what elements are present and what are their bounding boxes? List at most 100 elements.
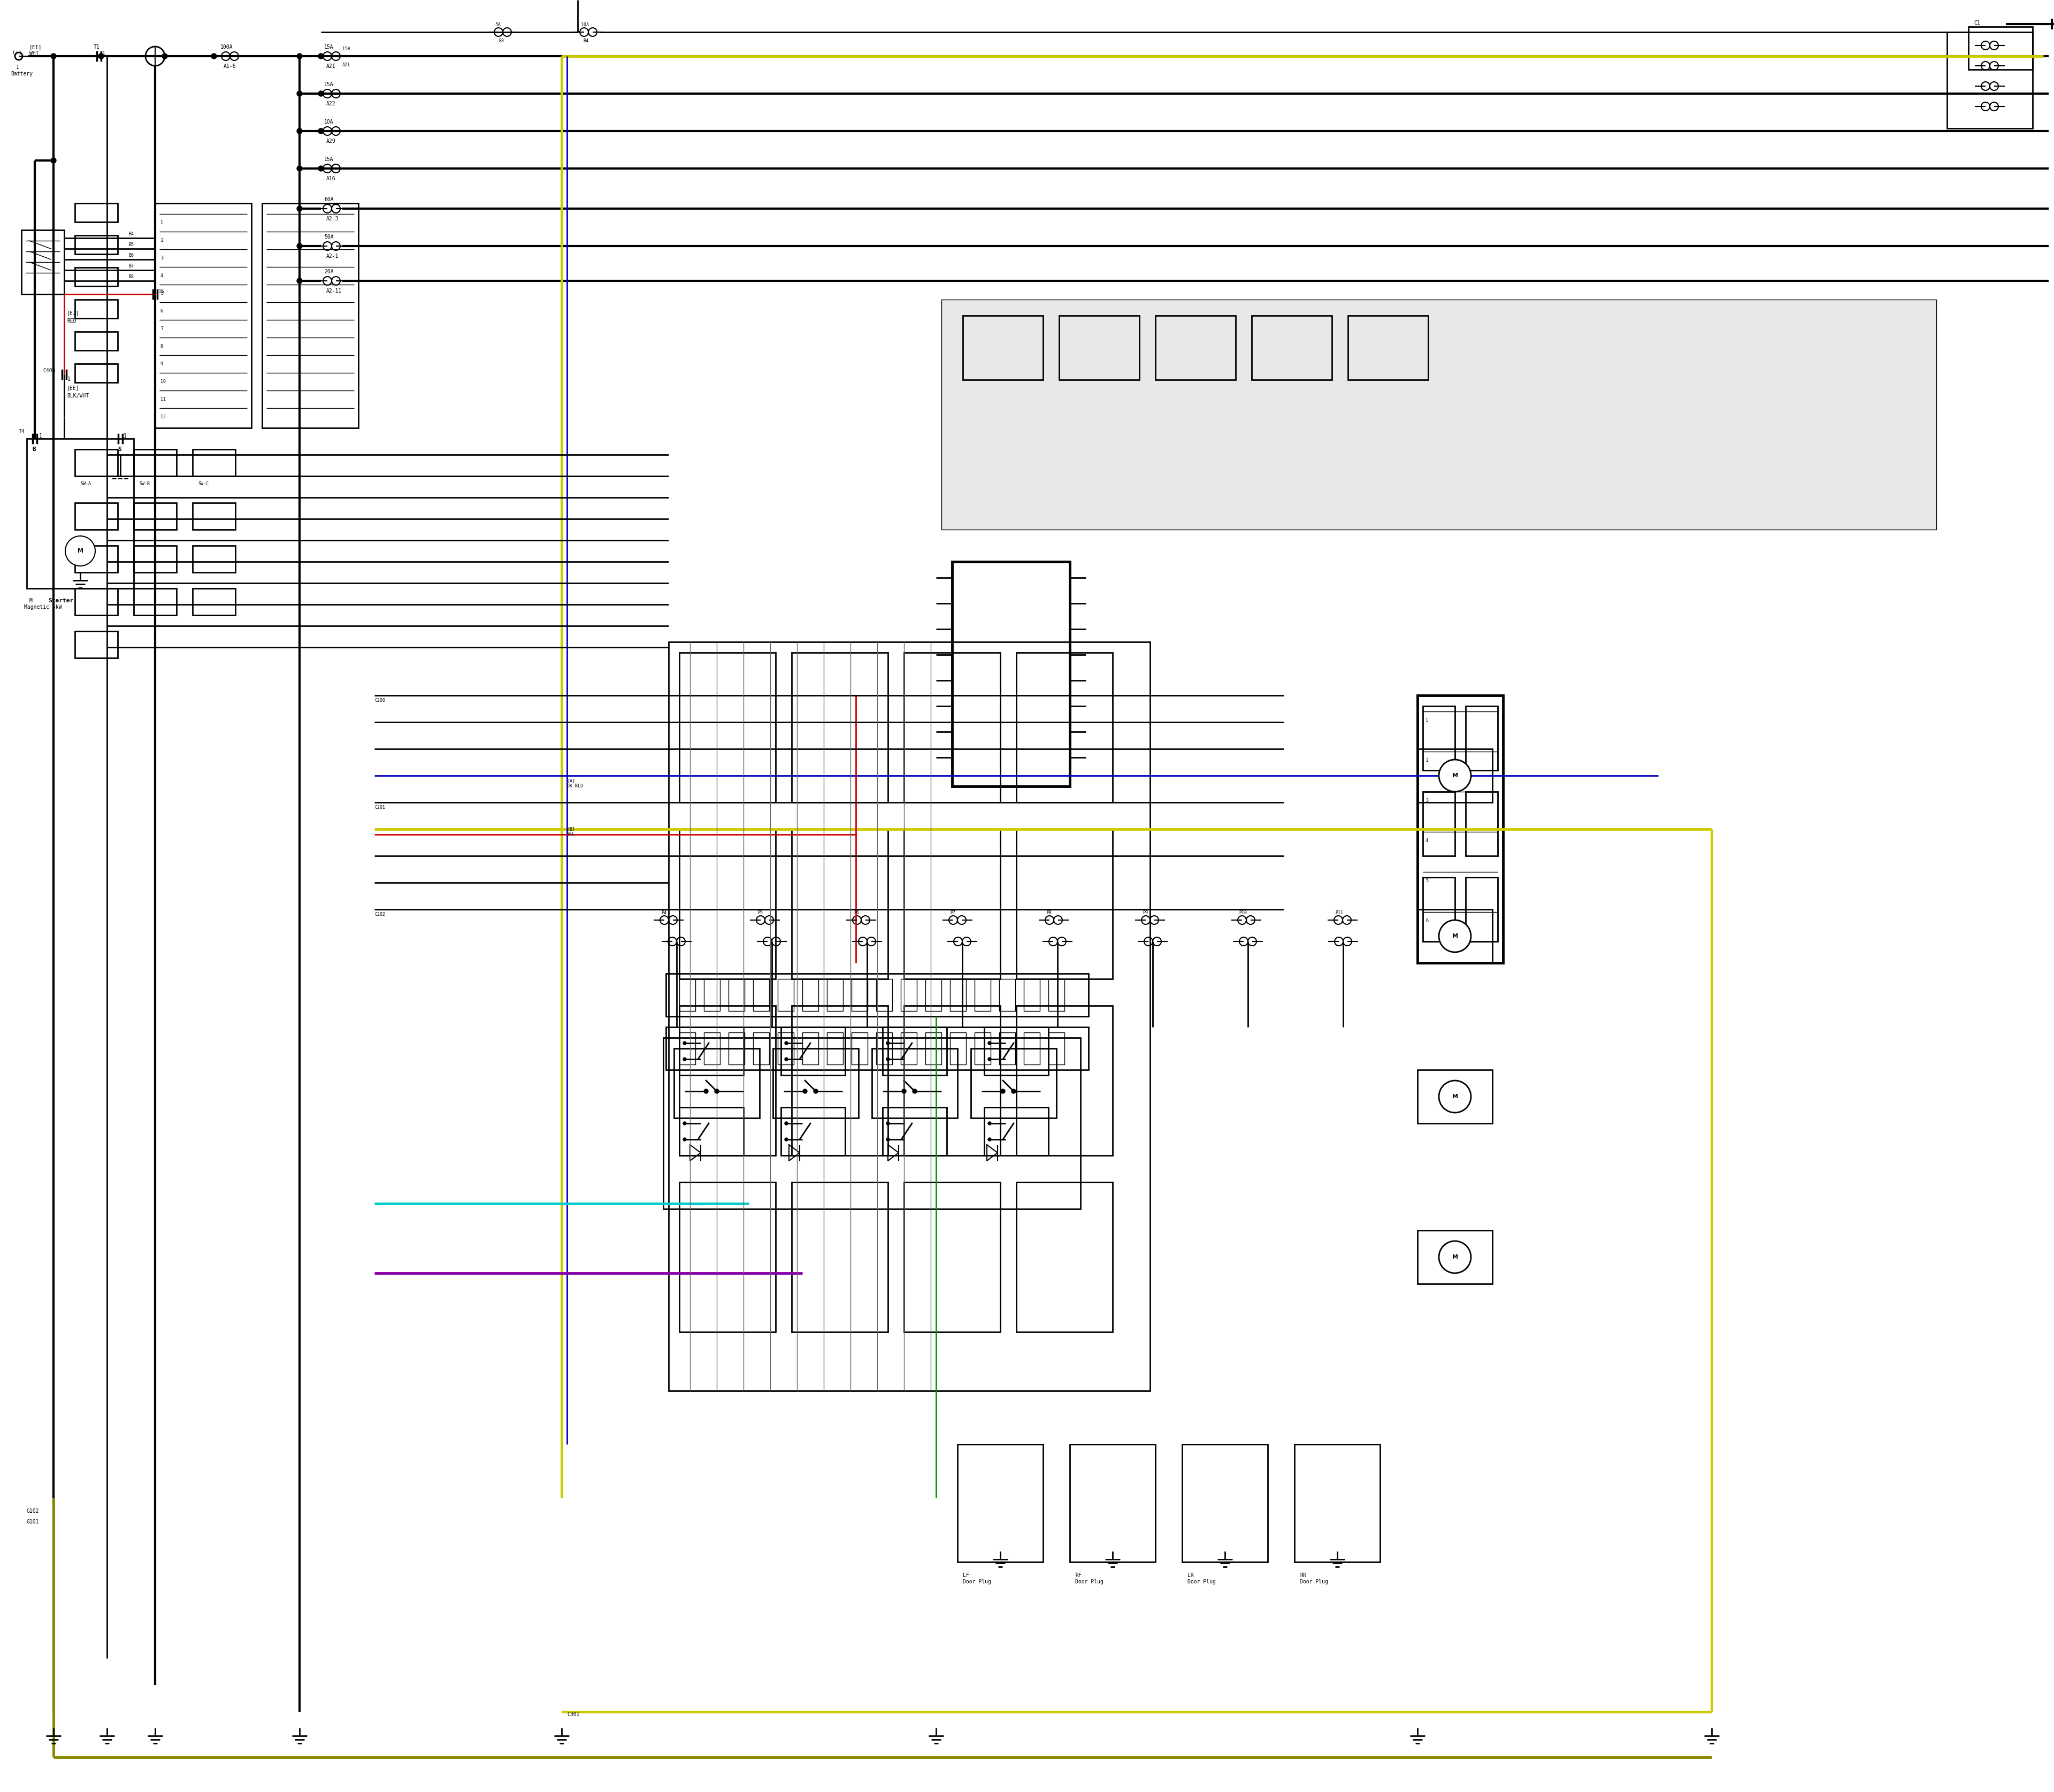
Bar xyxy=(263,202,357,428)
Bar xyxy=(963,315,1043,380)
Circle shape xyxy=(988,1138,992,1142)
Bar xyxy=(1417,909,1493,962)
Bar xyxy=(781,1107,844,1156)
Bar xyxy=(803,1032,817,1064)
Text: A1-6: A1-6 xyxy=(224,65,236,70)
Bar xyxy=(972,1048,1056,1118)
Bar xyxy=(791,1183,887,1331)
Circle shape xyxy=(803,1090,807,1093)
Circle shape xyxy=(318,54,325,59)
Bar xyxy=(904,830,1000,978)
Bar xyxy=(791,830,887,978)
Bar xyxy=(1017,1005,1113,1156)
Bar xyxy=(1251,315,1331,380)
Circle shape xyxy=(51,54,55,59)
Circle shape xyxy=(684,1138,686,1142)
Text: B5: B5 xyxy=(127,242,134,247)
Text: 1: 1 xyxy=(123,434,127,439)
Circle shape xyxy=(298,278,302,283)
Circle shape xyxy=(684,1122,686,1125)
Bar xyxy=(1048,978,1064,1011)
Text: 7: 7 xyxy=(160,326,162,332)
Bar xyxy=(984,1107,1048,1156)
Bar xyxy=(134,450,177,477)
Bar xyxy=(791,652,887,803)
Text: P10: P10 xyxy=(1239,910,1247,916)
Circle shape xyxy=(785,1122,789,1125)
Bar xyxy=(1017,830,1113,978)
Text: B7: B7 xyxy=(127,263,134,269)
Circle shape xyxy=(298,244,302,249)
Bar xyxy=(680,830,776,978)
Circle shape xyxy=(887,1138,889,1142)
Bar xyxy=(1417,1070,1493,1124)
Text: 10: 10 xyxy=(160,380,166,383)
Bar xyxy=(670,642,1150,1391)
Bar xyxy=(902,1032,916,1064)
Bar xyxy=(680,1183,776,1331)
Bar xyxy=(1023,1032,1039,1064)
Bar xyxy=(871,1048,957,1118)
Text: LR
Door Plug: LR Door Plug xyxy=(1187,1573,1216,1584)
Text: 100A: 100A xyxy=(220,45,232,50)
Circle shape xyxy=(162,54,168,59)
Text: A2-3: A2-3 xyxy=(327,217,339,222)
Bar xyxy=(27,439,134,588)
Text: P11: P11 xyxy=(1335,910,1343,916)
Text: 5: 5 xyxy=(160,290,162,296)
Circle shape xyxy=(1000,1090,1004,1093)
Bar xyxy=(1060,315,1140,380)
Text: A22: A22 xyxy=(327,100,335,106)
Bar xyxy=(902,978,916,1011)
Text: M: M xyxy=(29,599,33,604)
Bar xyxy=(803,978,817,1011)
Circle shape xyxy=(99,54,105,59)
Circle shape xyxy=(887,1122,889,1125)
Text: P5: P5 xyxy=(758,910,762,916)
Text: B3: B3 xyxy=(499,38,503,43)
Bar xyxy=(1048,1032,1064,1064)
Text: M: M xyxy=(1452,772,1458,778)
Text: SW-B: SW-B xyxy=(140,482,150,486)
Bar xyxy=(998,978,1015,1011)
Circle shape xyxy=(298,167,302,172)
Bar xyxy=(904,652,1000,803)
Bar xyxy=(949,1032,965,1064)
Text: 10A: 10A xyxy=(581,23,589,27)
Circle shape xyxy=(705,1090,709,1093)
Text: 11: 11 xyxy=(160,396,166,401)
Text: 3: 3 xyxy=(1425,797,1428,803)
Bar xyxy=(663,1038,1080,1210)
Bar xyxy=(74,267,117,287)
Text: RR
Door Plug: RR Door Plug xyxy=(1300,1573,1329,1584)
Circle shape xyxy=(813,1090,817,1093)
Circle shape xyxy=(988,1122,992,1125)
Bar xyxy=(778,1032,793,1064)
Bar xyxy=(1423,878,1454,941)
Bar xyxy=(705,978,721,1011)
Bar xyxy=(754,978,768,1011)
Bar xyxy=(883,1027,947,1075)
Bar xyxy=(941,299,1937,530)
Text: A21: A21 xyxy=(327,65,335,70)
Bar xyxy=(1467,792,1497,857)
Circle shape xyxy=(1011,1090,1017,1093)
Text: M: M xyxy=(1452,1254,1458,1260)
Bar xyxy=(791,1005,887,1156)
Circle shape xyxy=(988,1041,992,1045)
Text: B: B xyxy=(33,446,35,452)
Text: C200: C200 xyxy=(374,699,386,702)
Bar xyxy=(74,235,117,254)
Text: Magnetic 5kW: Magnetic 5kW xyxy=(25,604,62,609)
Text: C201: C201 xyxy=(374,805,386,810)
Text: P6: P6 xyxy=(854,910,859,916)
Text: 9: 9 xyxy=(160,362,162,366)
Bar xyxy=(781,1027,844,1075)
Bar xyxy=(74,588,117,615)
Bar xyxy=(1154,315,1237,380)
Text: A21: A21 xyxy=(343,63,351,68)
Bar xyxy=(193,450,236,477)
Bar xyxy=(1347,315,1428,380)
Text: BLK/WHT: BLK/WHT xyxy=(68,392,88,398)
Bar xyxy=(134,504,177,530)
